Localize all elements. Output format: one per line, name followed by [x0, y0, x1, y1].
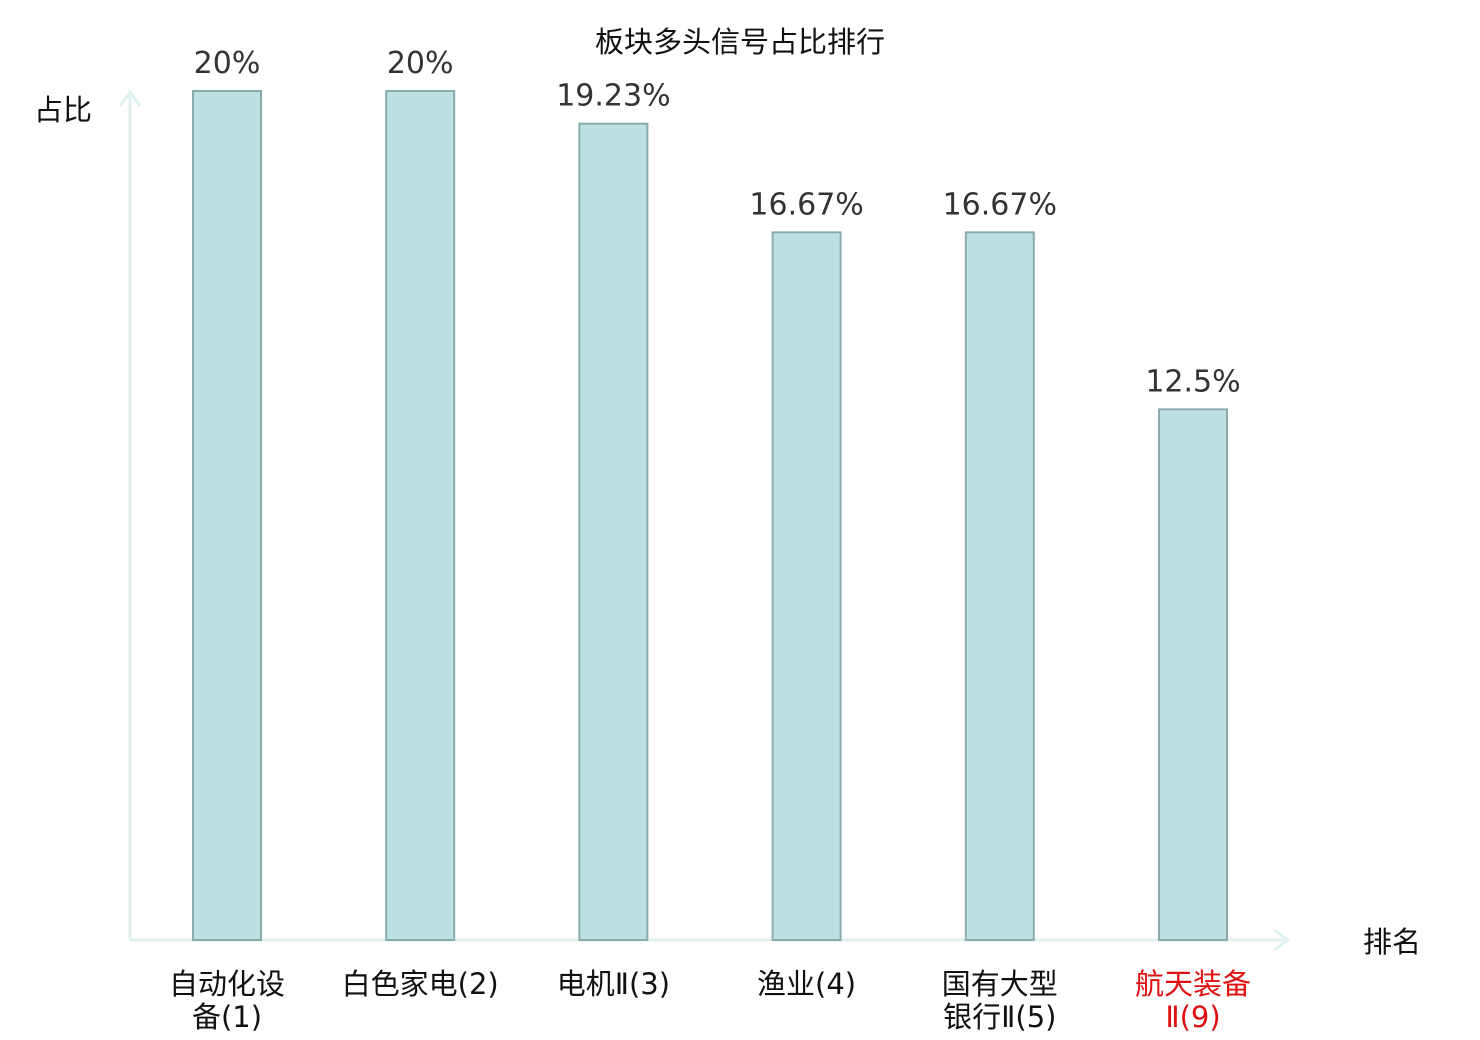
value-label-3: 19.23% — [556, 79, 670, 114]
y-axis-label: 占比 — [34, 93, 92, 127]
category-label-3: 电机Ⅱ(3) — [557, 967, 670, 1001]
y-axis-arrow — [118, 89, 142, 107]
category-label-6: 航天装备 Ⅱ(9) — [1135, 967, 1251, 1034]
value-label-6: 12.5% — [1145, 364, 1240, 399]
category-label-line: 航天装备 — [1135, 967, 1251, 1001]
x-axis-label: 排名 — [1363, 925, 1421, 959]
category-label-line: 银行Ⅱ(5) — [943, 1000, 1056, 1034]
category-label-line: 备(1) — [192, 1000, 262, 1034]
value-label-4: 16.67% — [749, 187, 863, 222]
bar-2 — [385, 90, 456, 941]
bar-4 — [771, 231, 842, 941]
category-label-line: 国有大型 — [942, 967, 1058, 1001]
category-label-2: 白色家电(2) — [342, 967, 499, 1001]
category-label-4: 渔业(4) — [757, 967, 856, 1001]
axes — [118, 89, 1291, 952]
category-label-line: 渔业(4) — [757, 967, 856, 1001]
category-label-line: Ⅱ(9) — [1165, 1000, 1220, 1034]
bar-5 — [964, 231, 1035, 941]
value-label-1: 20% — [194, 46, 261, 81]
bar-3 — [578, 122, 649, 941]
value-label-5: 16.67% — [943, 187, 1057, 222]
category-labels: 自动化设备(1) 白色家电(2) 电机Ⅱ(3) 渔业(4) 国有大型银行Ⅱ(5) 航天装备… — [169, 967, 1251, 1034]
bar-1 — [192, 90, 262, 941]
value-labels: 20% 20% 19.23% 16.67% 16.67% 12.5% — [194, 46, 1241, 399]
x-axis-arrow — [1273, 928, 1291, 952]
bars — [192, 90, 1228, 941]
category-label-5: 国有大型银行Ⅱ(5) — [942, 967, 1058, 1034]
bar-6 — [1158, 408, 1228, 941]
chart-title: 板块多头信号占比排行 — [595, 25, 885, 59]
category-label-line: 自动化设 — [169, 967, 285, 1001]
category-label-1: 自动化设备(1) — [169, 967, 285, 1034]
value-label-2: 20% — [387, 46, 454, 81]
category-label-line: 电机Ⅱ(3) — [557, 967, 670, 1001]
category-label-line: 白色家电(2) — [342, 967, 499, 1001]
